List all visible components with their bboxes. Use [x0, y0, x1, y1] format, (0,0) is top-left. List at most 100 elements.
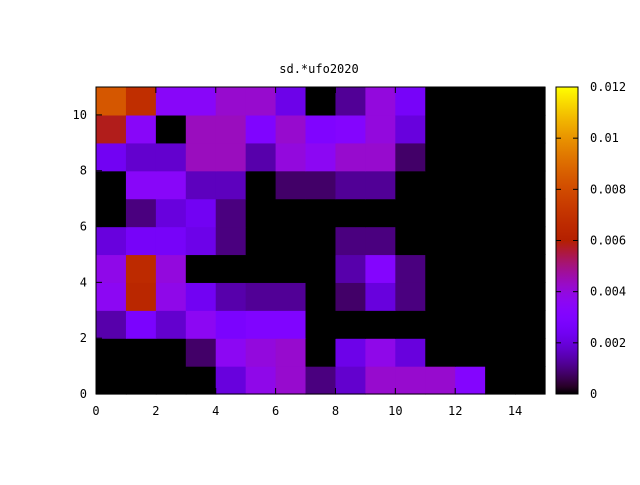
x-tick-label: 10 — [388, 404, 402, 418]
heatmap-cell — [335, 170, 366, 200]
heatmap-cell — [305, 114, 337, 144]
heatmap-cell — [215, 282, 247, 311]
heatmap-cell — [305, 338, 337, 367]
heatmap-cell — [96, 198, 127, 228]
heatmap-cell — [305, 170, 337, 200]
heatmap-cell — [155, 114, 187, 144]
heatmap-cell — [215, 254, 247, 283]
colorbar-tick-label: 0.01 — [590, 131, 619, 145]
heatmap-cell — [215, 170, 247, 200]
heatmap-cell — [275, 87, 307, 116]
heatmap-cell — [185, 226, 217, 256]
heatmap-cell — [335, 226, 366, 256]
heatmap-cell — [305, 310, 337, 339]
heatmap-cell — [455, 366, 486, 395]
heatmap-cell — [515, 338, 546, 367]
heatmap-cell — [455, 338, 486, 367]
heatmap-cell — [215, 198, 247, 228]
y-tick-label: 4 — [80, 275, 87, 289]
heatmap-cell — [215, 366, 247, 395]
heatmap-cell — [365, 198, 396, 228]
heatmap-cell — [485, 226, 516, 256]
heatmap-cell — [515, 282, 546, 311]
heatmap-cell — [515, 226, 546, 256]
heatmap-cell — [275, 198, 307, 228]
heatmap-cell — [125, 254, 157, 283]
heatmap-cell — [395, 87, 426, 116]
heatmap-cell — [425, 170, 456, 200]
colorbar-tick-label: 0 — [590, 387, 597, 401]
heatmap-cell — [515, 114, 546, 144]
heatmap-cell — [515, 310, 546, 339]
colorbar-ticks: 0 0.002 0.004 0.006 0.008 0.01 0.012 — [556, 80, 626, 401]
heatmap-cell — [185, 254, 217, 283]
heatmap-cell — [125, 282, 157, 311]
y-axis-ticks: 0 2 4 6 8 10 — [73, 108, 545, 401]
x-tick-label: 12 — [448, 404, 462, 418]
heatmap-cell — [185, 198, 217, 228]
heatmap-cell — [275, 114, 307, 144]
heatmap-cell — [96, 254, 127, 283]
heatmap-cell — [395, 310, 426, 339]
x-tick-label: 6 — [272, 404, 279, 418]
heatmap-cell — [425, 282, 456, 311]
heatmap-cell — [515, 366, 546, 395]
heatmap-cell — [425, 142, 456, 172]
heatmap-cell — [395, 366, 426, 395]
heatmap-cell — [305, 198, 337, 228]
heatmap-cell — [125, 366, 157, 395]
heatmap-cell — [215, 310, 247, 339]
heatmap-cell — [485, 114, 516, 144]
heatmap-cell — [395, 226, 426, 256]
heatmap-cell — [96, 338, 127, 367]
heatmap-cell — [245, 114, 277, 144]
colorbar-tick-label: 0.012 — [590, 80, 626, 94]
heatmap-cells — [96, 87, 546, 395]
heatmap-cell — [245, 338, 277, 367]
y-tick-label: 8 — [80, 164, 87, 178]
heatmap-cell — [485, 338, 516, 367]
heatmap-cell — [485, 198, 516, 228]
heatmap-cell — [275, 254, 307, 283]
heatmap-cell — [185, 87, 217, 116]
heatmap-cell — [455, 226, 486, 256]
heatmap-cell — [425, 198, 456, 228]
heatmap-cell — [96, 366, 127, 395]
y-tick-label: 0 — [80, 387, 87, 401]
colorbar-tick-label: 0.004 — [590, 285, 626, 299]
heatmap-cell — [96, 142, 127, 172]
heatmap-cell — [125, 198, 157, 228]
heatmap-cell — [485, 282, 516, 311]
heatmap-cell — [125, 87, 157, 116]
heatmap-cell — [425, 254, 456, 283]
heatmap-cell — [365, 226, 396, 256]
heatmap-cell — [365, 338, 396, 367]
heatmap-cell — [335, 254, 366, 283]
heatmap-cell — [425, 87, 456, 116]
colorbar-tick-label: 0.008 — [590, 182, 626, 196]
heatmap-cell — [155, 226, 187, 256]
heatmap-cell — [125, 226, 157, 256]
heatmap-cell — [515, 198, 546, 228]
x-tick-label: 2 — [152, 404, 159, 418]
heatmap-cell — [365, 310, 396, 339]
heatmap-cell — [425, 226, 456, 256]
heatmap-cell — [96, 87, 127, 116]
colorbar-tick-label: 0.002 — [590, 336, 626, 350]
heatmap-cell — [125, 114, 157, 144]
heatmap-cell — [155, 366, 187, 395]
heatmap-cell — [395, 282, 426, 311]
y-tick-label: 10 — [73, 108, 87, 122]
heatmap-cell — [96, 282, 127, 311]
heatmap-cell — [125, 310, 157, 339]
heatmap-cell — [245, 198, 277, 228]
heatmap-cell — [155, 87, 187, 116]
heatmap-cell — [515, 170, 546, 200]
heatmap-cell — [425, 114, 456, 144]
heatmap-cell — [455, 310, 486, 339]
heatmap-cell — [155, 254, 187, 283]
heatmap-cell — [365, 282, 396, 311]
heatmap-cell — [485, 366, 516, 395]
